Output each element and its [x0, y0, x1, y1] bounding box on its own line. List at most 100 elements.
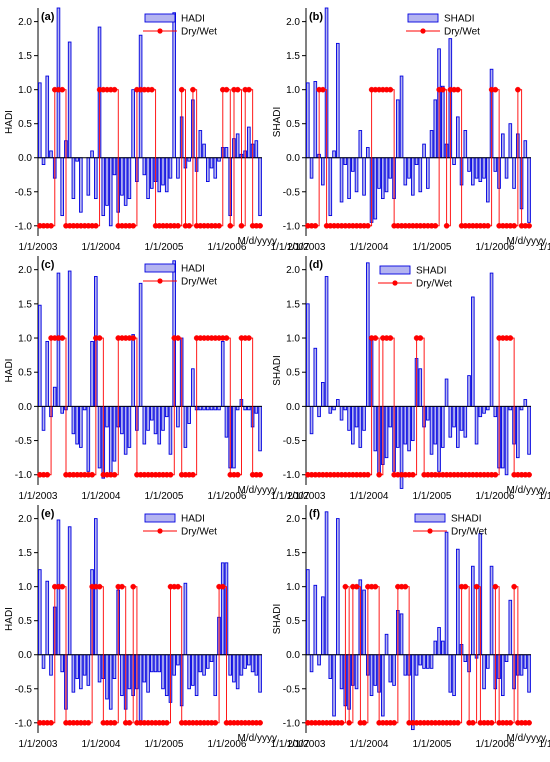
- dry-wet-point: [312, 222, 319, 229]
- legend: HADI Dry/Wet: [143, 264, 217, 288]
- dry-wet-point: [234, 86, 241, 93]
- bar: [482, 405, 486, 414]
- bar: [172, 654, 176, 676]
- y-axis-title: SHADI: [272, 604, 283, 635]
- x-tick-label: 1/1/2003: [19, 242, 58, 253]
- dry-wet-point: [167, 471, 174, 478]
- dry-wet-point: [470, 719, 476, 726]
- bar: [194, 654, 199, 697]
- bar: [519, 405, 524, 411]
- bar: [504, 405, 509, 476]
- dry-wet-point: [492, 583, 499, 590]
- legend-label: SHADI: [416, 266, 447, 277]
- legend-label: HADI: [181, 264, 205, 275]
- bar: [243, 654, 247, 669]
- bar: [217, 157, 221, 162]
- bar: [429, 130, 434, 159]
- y-tick-label: 1.5: [18, 548, 32, 559]
- x-tick-label: 1/1/2004: [350, 491, 389, 502]
- dry-wet-point: [130, 335, 136, 341]
- bar: [198, 654, 203, 673]
- bar: [149, 405, 154, 421]
- bar: [67, 270, 72, 407]
- y-tick-label: 1.0: [286, 85, 300, 96]
- x-tick-label: 1/1/2005: [413, 242, 452, 253]
- y-tick-label: 2.0: [286, 514, 300, 525]
- bar: [142, 405, 147, 445]
- bar: [187, 157, 191, 162]
- y-tick-label: -1.0: [283, 470, 301, 481]
- bar: [332, 150, 336, 159]
- dry-wet-point: [492, 86, 499, 93]
- bar: [403, 405, 408, 445]
- x-tick-label: 1/1/2006: [476, 739, 515, 750]
- dry-wet-point: [48, 719, 54, 726]
- bar: [67, 41, 72, 159]
- bar: [157, 654, 162, 673]
- bar: [504, 157, 509, 179]
- legend-marker: [157, 528, 163, 534]
- bar: [444, 531, 449, 656]
- dry-wet-point: [526, 471, 532, 478]
- x-axis-title: M/d/yyyy: [238, 733, 277, 744]
- x-tick-label: 1/1/2003: [287, 242, 326, 253]
- bar: [354, 157, 359, 193]
- bar: [504, 654, 509, 662]
- bar: [176, 157, 180, 179]
- x-tick-label: 1/1/2006: [208, 491, 247, 502]
- panel-c: -1.0 -0.5 0.0 0.5 1.0 1.5 2.0 HADI (c) 1/1/2003 1/…: [4, 256, 310, 502]
- bar: [429, 654, 434, 669]
- bar: [489, 565, 494, 656]
- dry-wet-point: [492, 471, 499, 478]
- bar: [86, 654, 91, 686]
- dry-wet-point: [186, 222, 192, 229]
- bar: [388, 654, 393, 683]
- legend-marker: [427, 528, 433, 534]
- bar: [332, 654, 336, 717]
- bar: [336, 42, 340, 159]
- x-tick-label: 1/1/2005: [413, 491, 452, 502]
- bar: [123, 405, 128, 455]
- bar: [79, 157, 83, 213]
- bar: [71, 405, 76, 435]
- y-tick-label: 0.0: [18, 402, 32, 413]
- bar: [306, 569, 310, 656]
- bar: [527, 405, 531, 455]
- bar: [120, 405, 124, 435]
- bar: [437, 405, 441, 472]
- bar: [82, 405, 87, 411]
- y-tick-label: 0.5: [18, 119, 32, 130]
- bar: [176, 654, 180, 666]
- dry-wet-point: [219, 583, 226, 590]
- y-tick-label: 1.0: [18, 582, 32, 593]
- bar: [437, 627, 441, 656]
- dry-wet-point: [111, 719, 118, 726]
- bar: [508, 405, 513, 411]
- bar: [191, 654, 195, 686]
- x-tick-label: 1/1/2004: [350, 739, 389, 750]
- bar: [38, 304, 42, 407]
- dry-wet-point: [130, 222, 136, 229]
- dry-wet-point: [223, 86, 230, 93]
- bar: [56, 7, 61, 159]
- panel-label: (a): [41, 11, 55, 23]
- bar: [183, 405, 188, 448]
- y-tick-label: -1.0: [15, 470, 33, 481]
- bar: [198, 405, 203, 411]
- bar: [258, 654, 262, 693]
- dry-wet-point: [111, 86, 118, 93]
- bar: [235, 654, 240, 690]
- bar: [205, 654, 210, 669]
- bar: [45, 341, 50, 407]
- dry-wet-point: [455, 86, 461, 93]
- bar: [202, 654, 206, 676]
- bar: [247, 126, 251, 159]
- bar: [41, 157, 46, 165]
- bar: [112, 157, 117, 176]
- bar: [414, 654, 419, 676]
- bar: [313, 81, 318, 159]
- bar: [123, 157, 128, 206]
- bar: [456, 405, 460, 448]
- dry-wet-point: [365, 471, 371, 478]
